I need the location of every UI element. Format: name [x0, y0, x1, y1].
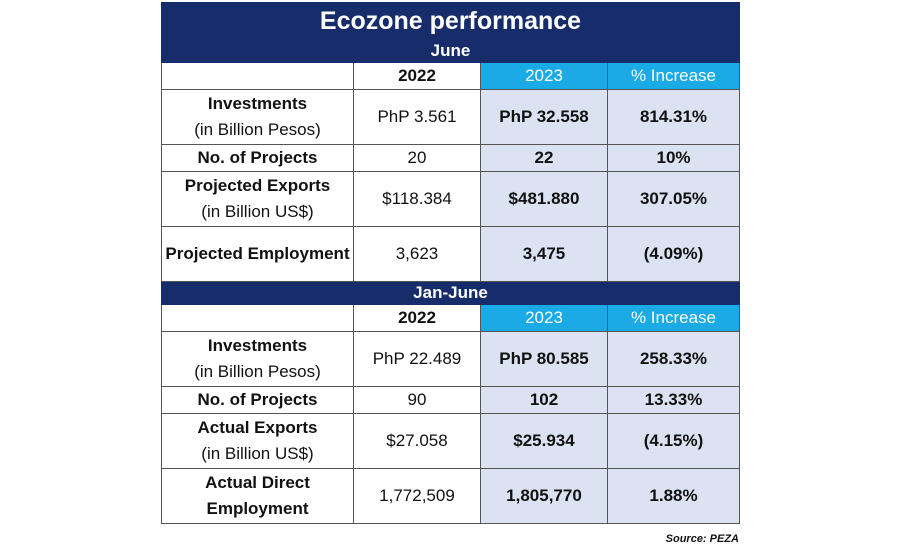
value-2023: $481.880	[480, 171, 608, 227]
value-2022: PhP 3.561	[353, 89, 481, 145]
row-label-cell: Projected Employment	[161, 226, 354, 282]
row-label-cell: No. of Projects	[161, 144, 354, 172]
table-row: Projected Exports (in Billion US$) $118.38…	[161, 171, 740, 227]
value-2022: $118.384	[353, 171, 481, 227]
percent-increase: 814.31%	[607, 89, 740, 145]
row-label-cell: Investments (in Billion Pesos)	[161, 331, 354, 387]
title-row: Ecozone performance	[161, 2, 740, 40]
value-2023: $25.934	[480, 413, 608, 469]
section-title: June	[161, 39, 740, 63]
percent-increase: 258.33%	[607, 331, 740, 387]
row-sublabel: (in Billion US$)	[201, 444, 314, 463]
row-sublabel: (in Billion Pesos)	[194, 362, 321, 381]
section-header-row: Jan-June	[161, 281, 740, 305]
column-header: 2022	[353, 304, 481, 332]
row-label-cell: Actual Exports (in Billion US$)	[161, 413, 354, 469]
percent-increase: 1.88%	[607, 468, 740, 524]
row-label: Projected Exports	[184, 176, 331, 195]
value-2023: PhP 80.585	[480, 331, 608, 387]
column-header-row: 2022 2023% Increase	[161, 304, 740, 332]
row-label-cell: Investments (in Billion Pesos)	[161, 89, 354, 145]
percent-increase: 13.33%	[607, 386, 740, 414]
value-2022: 90	[353, 386, 481, 414]
table-row: Investments (in Billion Pesos) PhP 22.489 P…	[161, 331, 740, 387]
percent-increase: 307.05%	[607, 171, 740, 227]
value-2022: 1,772,509	[353, 468, 481, 524]
column-header: 2022	[353, 62, 481, 90]
value-2022: 3,623	[353, 226, 481, 282]
column-header	[161, 62, 354, 90]
value-2022: 20	[353, 144, 481, 172]
percent-increase: 10%	[607, 144, 740, 172]
value-2023: 22	[480, 144, 608, 172]
row-label: Actual Direct Employment	[205, 473, 310, 518]
table-row: Actual Exports (in Billion US$) $27.058 $25…	[161, 413, 740, 469]
column-header: 2023	[480, 304, 608, 332]
percent-increase: (4.09%)	[607, 226, 740, 282]
column-header	[161, 304, 354, 332]
section-title: Jan-June	[161, 281, 740, 305]
row-label: No. of Projects	[197, 390, 318, 409]
percent-increase: (4.15%)	[607, 413, 740, 469]
value-2023: 102	[480, 386, 608, 414]
table-row: No. of Projects 90 102 13.33%	[161, 386, 740, 414]
table-row: Investments (in Billion Pesos) PhP 3.561 Ph…	[161, 89, 740, 145]
value-2023: 3,475	[480, 226, 608, 282]
row-label: Investments	[207, 94, 308, 113]
row-label: No. of Projects	[197, 148, 318, 167]
ecozone-table-wrapper: Ecozone performance June 2022 2023% Increa…	[161, 2, 740, 545]
table-row: Actual Direct Employment 1,772,509 1,805,7…	[161, 468, 740, 524]
column-header: % Increase	[607, 304, 740, 332]
row-sublabel: (in Billion Pesos)	[194, 120, 321, 139]
row-label-cell: No. of Projects	[161, 386, 354, 414]
row-label: Actual Exports	[197, 418, 318, 437]
value-2023: PhP 32.558	[480, 89, 608, 145]
column-header: 2023	[480, 62, 608, 90]
row-label: Projected Employment	[165, 244, 350, 263]
value-2022: PhP 22.489	[353, 331, 481, 387]
table-title: Ecozone performance	[161, 2, 740, 40]
column-header: % Increase	[607, 62, 740, 90]
table-row: Projected Employment 3,623 3,475 (4.09%)	[161, 226, 740, 282]
row-label-cell: Actual Direct Employment	[161, 468, 354, 524]
source-note: Source: PEZA	[665, 533, 739, 545]
ecozone-performance-table: Ecozone performance June 2022 2023% Increa…	[161, 2, 740, 524]
table-row: No. of Projects 20 22 10%	[161, 144, 740, 172]
column-header-row: 2022 2023% Increase	[161, 62, 740, 90]
row-sublabel: (in Billion US$)	[201, 202, 314, 221]
value-2022: $27.058	[353, 413, 481, 469]
section-header-row: June	[161, 39, 740, 63]
value-2023: 1,805,770	[480, 468, 608, 524]
row-label-cell: Projected Exports (in Billion US$)	[161, 171, 354, 227]
row-label: Investments	[207, 336, 308, 355]
